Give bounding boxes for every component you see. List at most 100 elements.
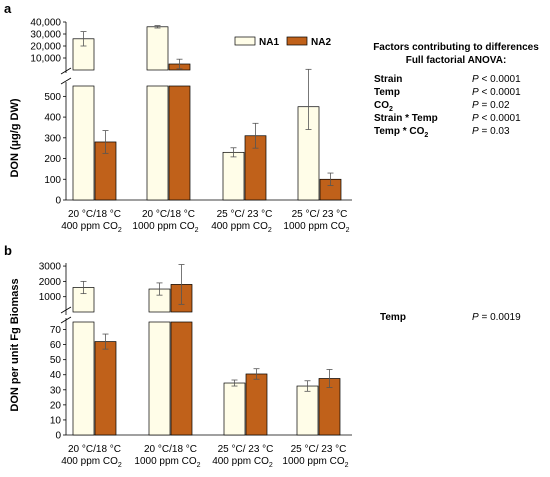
- y-tick-label: 20: [50, 400, 62, 411]
- y-tick-label: 2000: [39, 277, 62, 288]
- bar-na2-2: [168, 85, 191, 201]
- y-tick-label: 500: [44, 92, 61, 103]
- anova-p: P < 0.0001: [472, 74, 521, 85]
- x-tick-label-sub: 2: [197, 462, 201, 469]
- bar-na2-3: [245, 373, 268, 436]
- bar-upper-na1-2: [146, 26, 169, 71]
- anova-p-label: P: [472, 126, 479, 137]
- anova-a: Factors contributing to differences Full…: [373, 42, 539, 139]
- anova-rows-a: Strain P < 0.0001 Temp P < 0.0001 CO2 P = 0.0…: [374, 74, 521, 139]
- x-tick-label-co: 1000 ppm CO: [132, 221, 194, 232]
- y-axis-label-a: DON (µg/g DW): [9, 98, 21, 177]
- axis-break-mark: [60, 306, 72, 314]
- bar-na1-3: [223, 382, 246, 436]
- legend-a: NA1 NA2: [234, 36, 331, 48]
- anova-title-line2: Full factorial ANOVA:: [406, 55, 507, 66]
- y-tick-label: 200: [44, 154, 61, 165]
- x-tick-label-co: 400 ppm CO: [212, 456, 269, 467]
- y-tick-label: 40: [50, 370, 62, 381]
- anova-p-label: P: [472, 100, 479, 111]
- panel-a: a DON (µg/g DW) 40,00030,00020,00010,000…: [4, 1, 539, 234]
- x-tick-label-line2: 1000 ppm CO2: [132, 221, 198, 234]
- anova-factor-text: Temp: [380, 312, 406, 323]
- x-tick-label-line1: 25 °C/ 23 °C: [291, 444, 347, 455]
- x-tick-label-line1: 20 °C/18 °C: [68, 209, 121, 220]
- bars-b: [72, 264, 341, 436]
- anova-p-value: = 0.0019: [479, 312, 521, 323]
- anova-p-value: < 0.0001: [479, 87, 521, 98]
- x-tick-label-line1: 20 °C/18 °C: [68, 444, 121, 455]
- x-tick-label-sub: 2: [346, 227, 350, 234]
- legend-swatch-na1: [234, 36, 256, 46]
- anova-factor: CO2: [374, 100, 393, 113]
- x-tick-label-line2: 400 ppm CO2: [212, 456, 273, 469]
- x-tick-label-sub: 2: [345, 462, 349, 469]
- axis-break-mark: [60, 77, 72, 85]
- x-tick-label-line1: 25 °C/ 23 °C: [217, 209, 273, 220]
- anova-p-label: P: [472, 312, 479, 323]
- x-tick-label-line2: 1000 ppm CO2: [283, 221, 349, 234]
- anova-factor-text: CO: [374, 100, 389, 111]
- bar-na1-2: [148, 321, 171, 436]
- x-tick-label-line2: 400 ppm CO2: [211, 221, 272, 234]
- y-tick-label: 10: [50, 415, 62, 426]
- y-tick-label: 40,000: [30, 18, 61, 29]
- anova-p: P = 0.0019: [472, 312, 521, 323]
- x-tick-label-sub: 2: [195, 227, 199, 234]
- panel-b: b DON per unit Fg Biomass 3000 2000 1000 0 1…: [4, 243, 521, 469]
- x-tick-label-line2: 1000 ppm CO2: [134, 456, 200, 469]
- anova-p-value: = 0.02: [479, 100, 510, 111]
- anova-factor: Temp: [380, 312, 406, 323]
- legend-label-na1: NA1: [259, 37, 279, 48]
- x-tick-label-co: 400 ppm CO: [61, 221, 118, 232]
- anova-factor-text: Strain: [374, 74, 402, 85]
- bar-na1-2: [146, 85, 169, 201]
- x-tick-label-co: 1000 ppm CO: [282, 456, 344, 467]
- y-tick-label: 10,000: [30, 54, 61, 65]
- bar-na1-4: [296, 385, 319, 436]
- anova-p: P = 0.03: [472, 126, 510, 137]
- anova-p-value: = 0.03: [479, 126, 510, 137]
- legend-label-na2: NA2: [311, 37, 331, 48]
- y-tick-label: 0: [55, 431, 61, 442]
- y-tick-label: 30: [50, 385, 62, 396]
- x-tick-label-line1: 25 °C/ 23 °C: [292, 209, 348, 220]
- y-axis-label-b: DON per unit Fg Biomass: [9, 278, 21, 411]
- anova-p: P < 0.0001: [472, 87, 521, 98]
- anova-p: P < 0.0001: [472, 113, 521, 124]
- y-tick-label: 70: [50, 325, 62, 336]
- x-tick-label-line1: 20 °C/18 °C: [144, 444, 197, 455]
- anova-p-value: < 0.0001: [479, 113, 521, 124]
- y-tick-label: 100: [44, 175, 61, 186]
- x-tick-label-sub: 2: [118, 462, 122, 469]
- y-tick-label: 50: [50, 355, 62, 366]
- anova-factor: Strain * Temp: [374, 113, 438, 124]
- y-tick-label: 0: [55, 196, 61, 207]
- bar-na1-1: [72, 85, 95, 201]
- anova-p-label: P: [472, 87, 479, 98]
- x-tick-label-co: 1000 ppm CO: [283, 221, 345, 232]
- anova-rows-b: Temp P = 0.0019: [380, 312, 521, 323]
- x-tick-label-co: 1000 ppm CO: [134, 456, 196, 467]
- x-tick-label-sub: 2: [118, 227, 122, 234]
- x-tick-label-co: 400 ppm CO: [211, 221, 268, 232]
- anova-factor-text: Temp: [374, 87, 400, 98]
- panel-label-b: b: [4, 243, 12, 258]
- x-tick-label-line2: 400 ppm CO2: [61, 456, 122, 469]
- axis-break-mark: [60, 67, 72, 75]
- y-tick-label: 60: [50, 340, 62, 351]
- x-tick-label-co: 400 ppm CO: [61, 456, 118, 467]
- anova-p-label: P: [472, 74, 479, 85]
- x-tick-label-sub: 2: [269, 462, 273, 469]
- anova-factor-sub: 2: [389, 106, 393, 113]
- bar-na2-2: [170, 321, 193, 436]
- anova-p: P = 0.02: [472, 100, 510, 111]
- anova-factor-text: Temp * CO: [374, 126, 425, 137]
- y-tick-label: 1000: [39, 292, 62, 303]
- bar-na1-3: [222, 151, 245, 201]
- axis-break-mark: [60, 316, 72, 324]
- y-tick-label: 3000: [39, 262, 62, 273]
